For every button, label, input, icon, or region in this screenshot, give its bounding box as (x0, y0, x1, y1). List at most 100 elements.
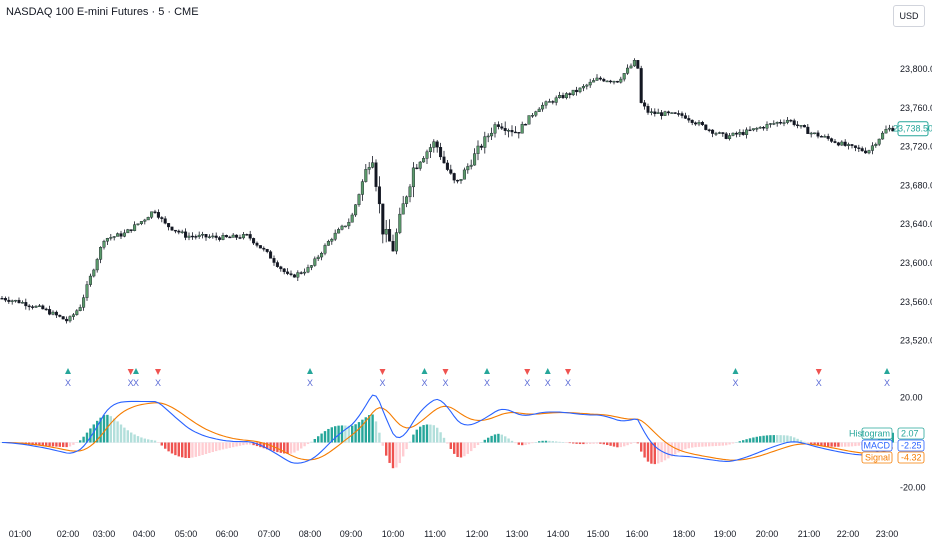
candle-body (143, 219, 147, 222)
candle-body (558, 95, 562, 98)
candle-body (245, 234, 249, 236)
histogram-bar (483, 439, 486, 443)
candle-body (653, 111, 657, 114)
candle-body (289, 273, 293, 275)
histogram-bar (623, 442, 626, 447)
histogram-bar (473, 442, 476, 449)
candle-body (116, 233, 120, 237)
candle-body (554, 97, 558, 103)
candle-body (721, 132, 725, 134)
candle-body (483, 136, 487, 148)
candle-body (354, 204, 358, 216)
histogram-bar (510, 440, 514, 443)
time-axis-label: 19:00 (714, 529, 737, 539)
candle-body (551, 101, 555, 103)
sell-triangle-icon (127, 369, 134, 375)
chart-title: NASDAQ 100 E-mini Futures · 5 · CME (6, 6, 199, 18)
histogram-bar (837, 442, 840, 447)
histogram-bar (857, 442, 860, 446)
candle-body (779, 121, 783, 124)
buy-triangle-icon (65, 368, 71, 374)
histogram-bar (735, 442, 738, 443)
histogram-bar (524, 442, 527, 445)
histogram-bar (354, 424, 357, 443)
histogram-bar (293, 442, 296, 453)
candle-body (860, 148, 864, 152)
histogram-bar (697, 442, 701, 447)
candle-body (54, 311, 58, 316)
histogram-bar (245, 442, 248, 445)
legend-label: Signal (865, 453, 890, 463)
histogram-bar (419, 426, 422, 443)
histogram-bar (687, 442, 690, 449)
candle-body (469, 164, 473, 167)
candle-body (65, 318, 69, 322)
currency-button[interactable]: USD (893, 5, 925, 27)
candle-body (235, 234, 239, 238)
buy-triangle-icon (133, 368, 139, 374)
histogram-bar (728, 442, 731, 445)
candle-body (609, 80, 613, 83)
histogram-bar (68, 442, 72, 447)
histogram-bar (106, 414, 109, 443)
histogram-bar (58, 442, 61, 447)
legend-label-box (861, 427, 893, 440)
candle-body (88, 275, 92, 285)
histogram-bar (470, 442, 473, 452)
histogram-bar (65, 442, 68, 448)
histogram-bar (436, 427, 439, 443)
time-axis-label: 02:00 (57, 529, 80, 539)
candle-body (177, 230, 181, 233)
buy-triangle-icon (307, 368, 313, 374)
histogram-bar (232, 442, 235, 448)
candle-body (27, 305, 31, 308)
candle-body (7, 299, 11, 302)
candle-body (275, 262, 279, 267)
sell-triangle-icon (379, 369, 386, 375)
cross-marker: X (884, 378, 890, 388)
histogram-bar (48, 442, 51, 447)
histogram-bar (558, 441, 561, 443)
candle-body (316, 256, 320, 260)
candle-body (847, 144, 851, 146)
histogram-bar (395, 442, 398, 468)
candle-body (160, 217, 164, 219)
candle-body (479, 145, 483, 148)
histogram-bar (721, 442, 724, 446)
histogram-bar (242, 442, 245, 446)
histogram-bar (823, 442, 826, 447)
legend-value-box (897, 439, 925, 452)
histogram-bar (793, 437, 796, 443)
histogram-bar (405, 442, 408, 450)
histogram-bar (589, 442, 592, 444)
histogram-bar (181, 442, 184, 458)
histogram-bar (742, 440, 745, 443)
candle-body (44, 308, 48, 311)
candle-body (14, 299, 18, 302)
legend-value: 2.07 (901, 429, 919, 439)
histogram-bar (187, 442, 191, 458)
candle-body (248, 234, 252, 239)
candle-body (561, 95, 565, 99)
candle-body (122, 232, 126, 237)
histogram-bar (548, 440, 551, 443)
histogram-bar (643, 442, 646, 458)
candle-body (595, 77, 599, 81)
histogram-bar (422, 425, 425, 443)
candle-body (738, 132, 742, 135)
histogram-bar (102, 415, 106, 443)
histogram-bar (487, 437, 490, 443)
histogram-bar (691, 442, 694, 448)
histogram-bar (330, 427, 333, 443)
candle-body (660, 112, 664, 116)
candle-body (71, 314, 75, 317)
cross-marker: X (545, 378, 551, 388)
histogram-bar (323, 431, 327, 443)
candle-body (92, 269, 96, 277)
histogram-bar (38, 442, 41, 446)
histogram-bar (677, 442, 680, 453)
histogram-bar (745, 439, 748, 443)
histogram-bar (368, 415, 371, 443)
cross-marker: X (565, 378, 571, 388)
